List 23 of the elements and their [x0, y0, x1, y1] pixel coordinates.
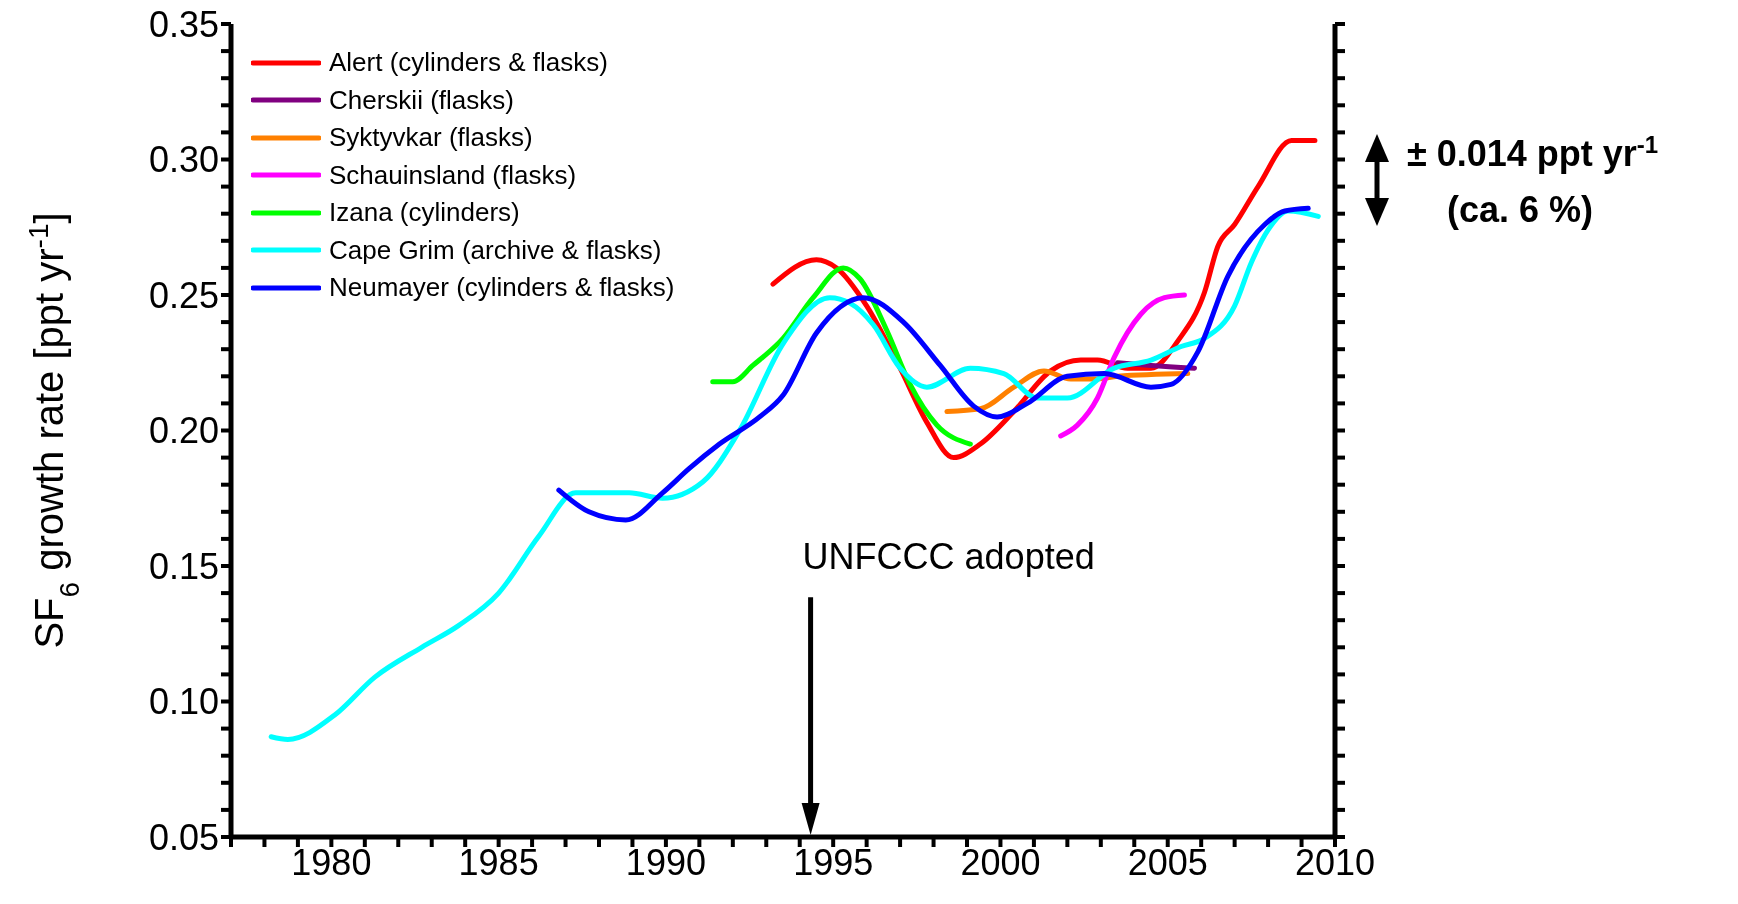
annotation: UNFCCC adopted	[802, 536, 1095, 578]
y-tick-label: 0.15	[148, 545, 219, 587]
legend-label: Neumayer (cylinders & flasks)	[329, 271, 675, 304]
x-tick-label: 1990	[625, 841, 706, 883]
y-tick-label: 0.35	[148, 3, 219, 45]
legend-label: Syktyvkar (flasks)	[329, 121, 533, 154]
x-tick-label: 1985	[458, 841, 539, 883]
y-tick-label: 0.05	[148, 816, 219, 858]
x-tick-label: 2010	[1294, 841, 1376, 883]
legend-label: Alert (cylinders & flasks)	[329, 46, 608, 79]
legend-label: Cherskii (flasks)	[329, 83, 514, 117]
legend-label: Cape Grim (archive & flasks)	[329, 233, 662, 267]
text: ± 0.014 ppt yr$^{-1}$ (ca. 6 %)	[1407, 130, 1659, 230]
y-tick-label: 0.20	[148, 410, 219, 452]
legend-label: Izana (cylinders)	[329, 196, 520, 229]
x-tick-label: 1995	[793, 841, 874, 883]
x-tick-label: 1980	[291, 841, 372, 883]
x-tick-label: 2005	[1127, 841, 1208, 883]
x-tick-label: 2000	[960, 841, 1041, 883]
y-tick-label: 0.30	[148, 139, 219, 181]
y-tick-label: 0.10	[148, 681, 219, 723]
y-tick-label: 0.25	[148, 274, 219, 316]
legend-label: Schauinsland (flasks)	[329, 158, 577, 192]
